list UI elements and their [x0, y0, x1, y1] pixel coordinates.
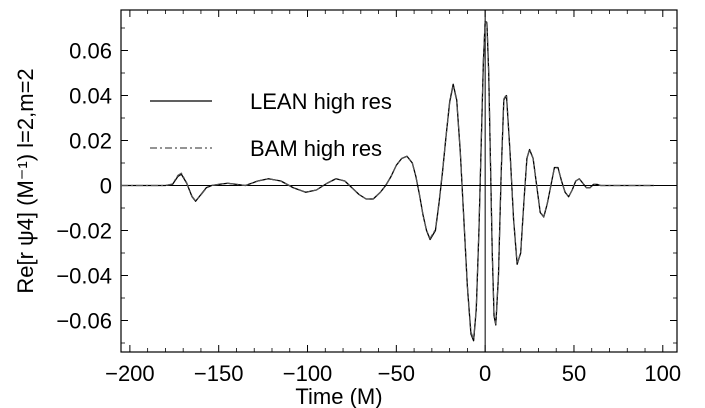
x-axis-label: Time (M) [295, 384, 382, 408]
legend-label: LEAN high res [250, 89, 392, 114]
x-tick-label: −50 [378, 361, 415, 386]
x-tick-label: −150 [194, 361, 244, 386]
legend: LEAN high res BAM high res [150, 89, 392, 161]
x-tick-label: 50 [562, 361, 586, 386]
y-tick-label: −0.06 [56, 309, 112, 334]
series-group [121, 19, 654, 342]
x-tick-label: −100 [283, 361, 333, 386]
y-tick-label: 0 [100, 174, 112, 199]
y-tick-label: −0.02 [56, 219, 112, 244]
y-axis-label: Re[r ψ4] (M⁻¹) l=2,m=2 [13, 68, 38, 293]
y-tick-label: 0.04 [69, 84, 112, 109]
y-tick-label: −0.04 [56, 264, 112, 289]
y-tick-label: 0.06 [69, 39, 112, 64]
series-line-lean [121, 20, 654, 342]
y-tick-label: 0.02 [69, 129, 112, 154]
y-ticks: 0.06 0.04 0.02 0 −0.02 −0.04 −0.06 [56, 27, 677, 344]
x-tick-label: −200 [105, 361, 155, 386]
x-tick-label: 100 [644, 361, 681, 386]
series-line-bam [121, 19, 654, 341]
x-ticks: −200 −150 −100 −50 0 50 100 [105, 10, 681, 386]
plot-frame [120, 9, 678, 353]
legend-label: BAM high res [250, 136, 382, 161]
x-tick-label: 0 [479, 361, 491, 386]
